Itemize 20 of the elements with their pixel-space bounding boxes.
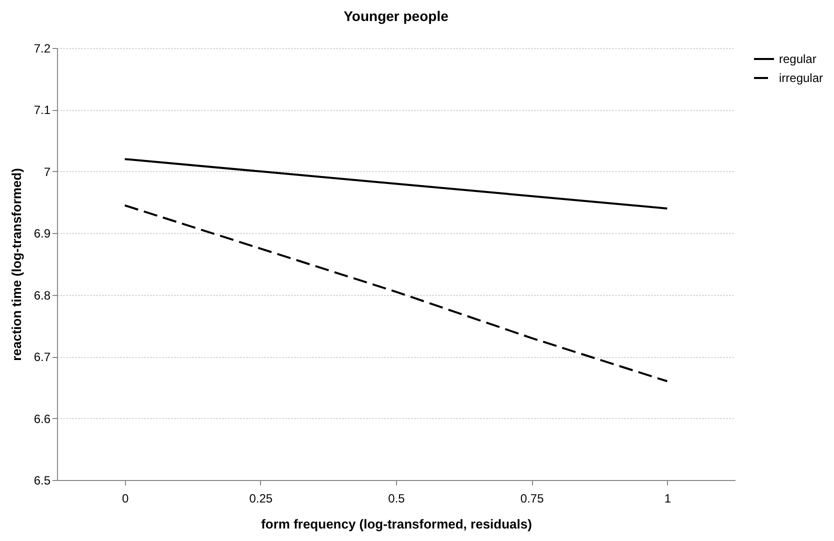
x-tick-label: 0.75 (520, 492, 544, 506)
y-tick-label: 6.9 (34, 226, 51, 241)
y-tick-label: 7.2 (34, 42, 51, 56)
line-series (124, 158, 668, 210)
x-tick-label: 0.5 (388, 492, 406, 506)
y-tick-label: 6.6 (34, 412, 51, 426)
x-tick-label: 0.25 (249, 492, 273, 506)
legend-label: irregular (779, 71, 824, 85)
y-tick-label: 7.1 (34, 103, 51, 118)
y-tick-label: 6.7 (34, 350, 51, 364)
y-tick-label: 7 (44, 164, 51, 179)
chart-title: Younger people (344, 8, 449, 24)
x-axis-title: form frequency (log-transformed, residuals) (261, 516, 532, 532)
legend-label: regular (779, 52, 816, 66)
y-axis-title: reaction time (log-transformed) (8, 168, 24, 361)
x-tick-label: 0 (122, 492, 129, 506)
y-tick-label: 6.5 (34, 474, 51, 488)
x-tick-label: 1 (664, 492, 672, 506)
y-tick-label: 6.8 (34, 288, 51, 302)
line-series (124, 204, 668, 382)
